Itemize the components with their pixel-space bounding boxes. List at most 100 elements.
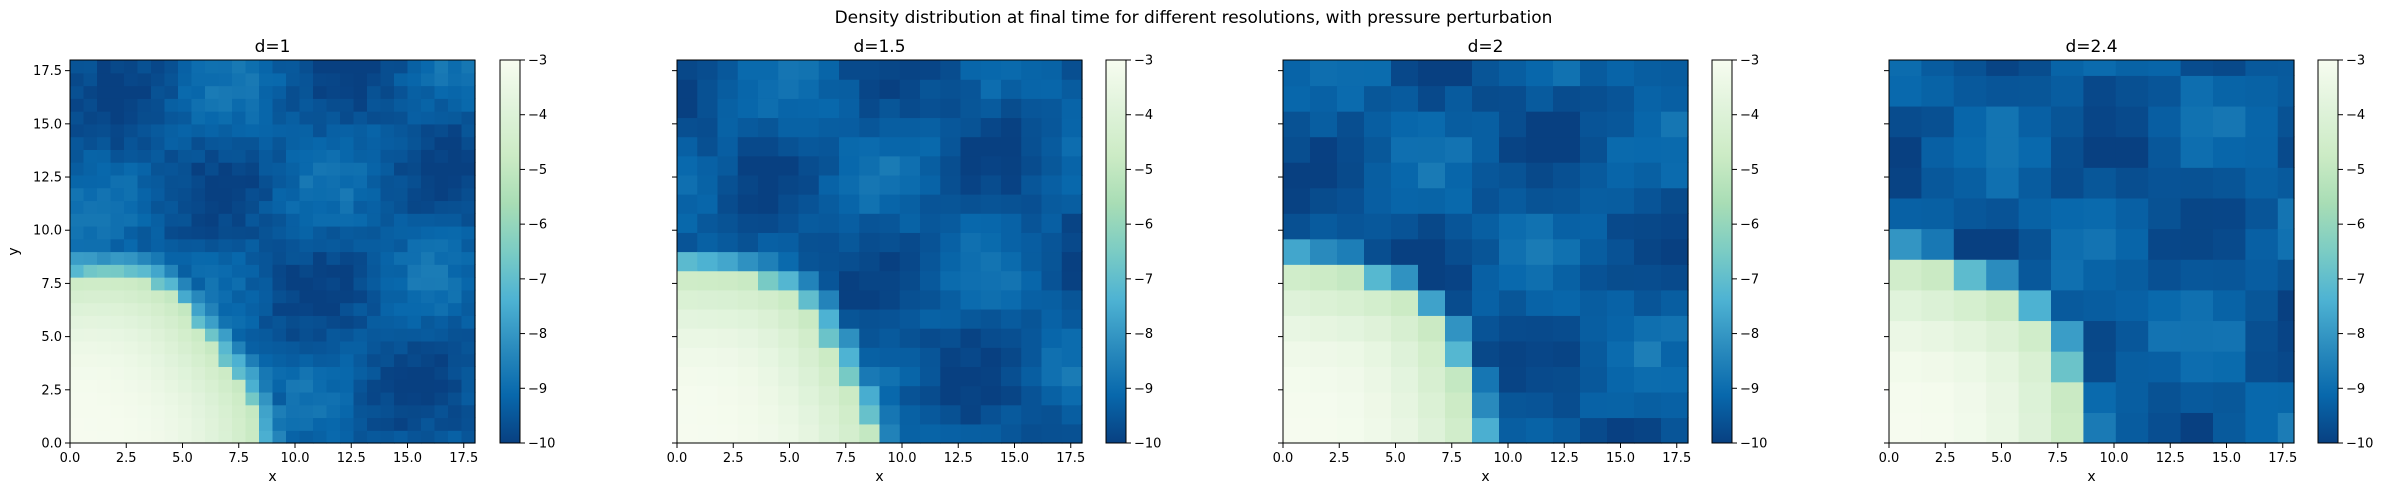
heatmap-cell	[899, 232, 921, 253]
heatmap-cell	[340, 85, 355, 99]
heatmap-cell	[1580, 289, 1608, 316]
heatmap-cell	[191, 162, 206, 176]
heatmap-cell	[758, 155, 779, 176]
heatmap-cell	[2018, 381, 2052, 413]
heatmap-cell	[461, 315, 476, 329]
heatmap-cell	[2051, 136, 2084, 168]
heatmap-cell	[717, 232, 739, 253]
heatmap-cell	[1310, 111, 1338, 138]
heatmap-cell	[218, 98, 233, 112]
heatmap-cell	[1889, 320, 1922, 352]
heatmap-cell	[407, 340, 422, 355]
heatmap-cell	[394, 111, 409, 125]
heatmap-cell	[70, 289, 85, 304]
heatmap-panel-4: d=2.40.0 2.5 5.0 7.5 10.0 12.5 15.0 17.5x−3−4−5…	[1879, 37, 2374, 485]
heatmap-cell	[205, 340, 220, 355]
heatmap-cell	[839, 194, 860, 214]
heatmap-cell	[367, 430, 382, 444]
heatmap-cell	[407, 200, 422, 214]
heatmap-cell	[124, 98, 139, 112]
heatmap-cell	[421, 289, 436, 304]
heatmap-cell	[1364, 238, 1392, 265]
heatmap-cell	[380, 353, 395, 367]
heatmap-cell	[2018, 75, 2052, 107]
heatmap-cell	[798, 347, 820, 367]
heatmap-cell	[980, 232, 1002, 253]
heatmap-cell	[1391, 60, 1419, 87]
heatmap-cell	[461, 353, 476, 367]
heatmap-cell	[434, 353, 449, 367]
heatmap-cell	[110, 213, 125, 227]
heatmap-cell	[286, 162, 301, 176]
heatmap-cell	[798, 404, 820, 425]
heatmap-cell	[407, 123, 422, 138]
heatmap-cell	[1310, 264, 1338, 291]
heatmap-cell	[818, 366, 840, 387]
heatmap-cell	[461, 98, 476, 112]
heatmap-cell	[818, 423, 840, 444]
heatmap-cell	[1445, 366, 1473, 393]
heatmap-cell	[818, 79, 840, 99]
heatmap-cell	[245, 289, 260, 304]
heatmap-cell	[2148, 105, 2182, 138]
heatmap-cell	[286, 111, 301, 125]
heatmap-cell	[879, 98, 901, 119]
heatmap-cell	[1061, 251, 1083, 272]
colorbar-tick-label: −8	[1740, 327, 1759, 342]
heatmap-cell	[286, 328, 301, 342]
heatmap-cell	[778, 385, 800, 406]
heatmap-cell	[461, 277, 476, 291]
heatmap-cell	[1499, 162, 1527, 189]
heatmap-cell	[232, 200, 247, 214]
heatmap-cell	[1553, 315, 1581, 342]
heatmap-cell	[1061, 328, 1083, 348]
x-tick-label: 17.5	[1662, 451, 1691, 466]
heatmap-cell	[677, 385, 698, 406]
heatmap-cell	[259, 174, 274, 189]
heatmap-cell	[899, 366, 921, 387]
heatmap-cell	[313, 264, 328, 278]
heatmap-cell	[178, 328, 193, 342]
heatmap-cell	[232, 98, 247, 112]
heatmap-cell	[1986, 60, 2020, 76]
heatmap-cell	[313, 162, 328, 176]
heatmap-cell	[448, 404, 463, 419]
heatmap-cell	[1283, 289, 1311, 316]
heatmap-cell	[110, 123, 125, 138]
heatmap-cell	[737, 174, 759, 195]
heatmap-cell	[818, 385, 840, 406]
heatmap-cell	[299, 85, 314, 99]
heatmap-cell	[286, 98, 301, 112]
heatmap-cell	[97, 391, 112, 406]
heatmap-cell	[2245, 167, 2279, 199]
heatmap-cell	[1391, 162, 1419, 189]
heatmap-cell	[137, 328, 152, 342]
heatmap-cell	[697, 98, 719, 119]
heatmap-cell	[1391, 315, 1419, 342]
heatmap-cell	[899, 404, 921, 425]
heatmap-cell	[1986, 320, 2020, 352]
heatmap-cell	[272, 60, 287, 74]
heatmap-cell	[313, 277, 328, 291]
heatmap-cell	[97, 225, 112, 240]
heatmap-cell	[232, 225, 247, 240]
heatmap-cell	[778, 328, 800, 348]
heatmap-cell	[394, 251, 409, 265]
colorbar-tick-label: −7	[2346, 272, 2365, 287]
heatmap-cell	[1607, 162, 1635, 189]
heatmap-cell	[1607, 340, 1635, 367]
heatmap-cell	[191, 379, 206, 393]
heatmap-cell	[1283, 187, 1311, 214]
heatmap-cell	[340, 328, 355, 342]
heatmap-cell	[326, 340, 341, 355]
heatmap-cell	[1580, 85, 1608, 112]
heatmap-cell	[940, 60, 962, 80]
heatmap-cell	[1472, 366, 1500, 393]
heatmap-cell	[920, 136, 941, 157]
heatmap-cell	[859, 136, 881, 157]
heatmap-cell	[1526, 162, 1554, 189]
heatmap-cell	[2018, 228, 2052, 260]
heatmap-cell	[940, 308, 962, 329]
heatmap-cell	[367, 238, 382, 253]
heatmap-cell	[1607, 315, 1635, 342]
